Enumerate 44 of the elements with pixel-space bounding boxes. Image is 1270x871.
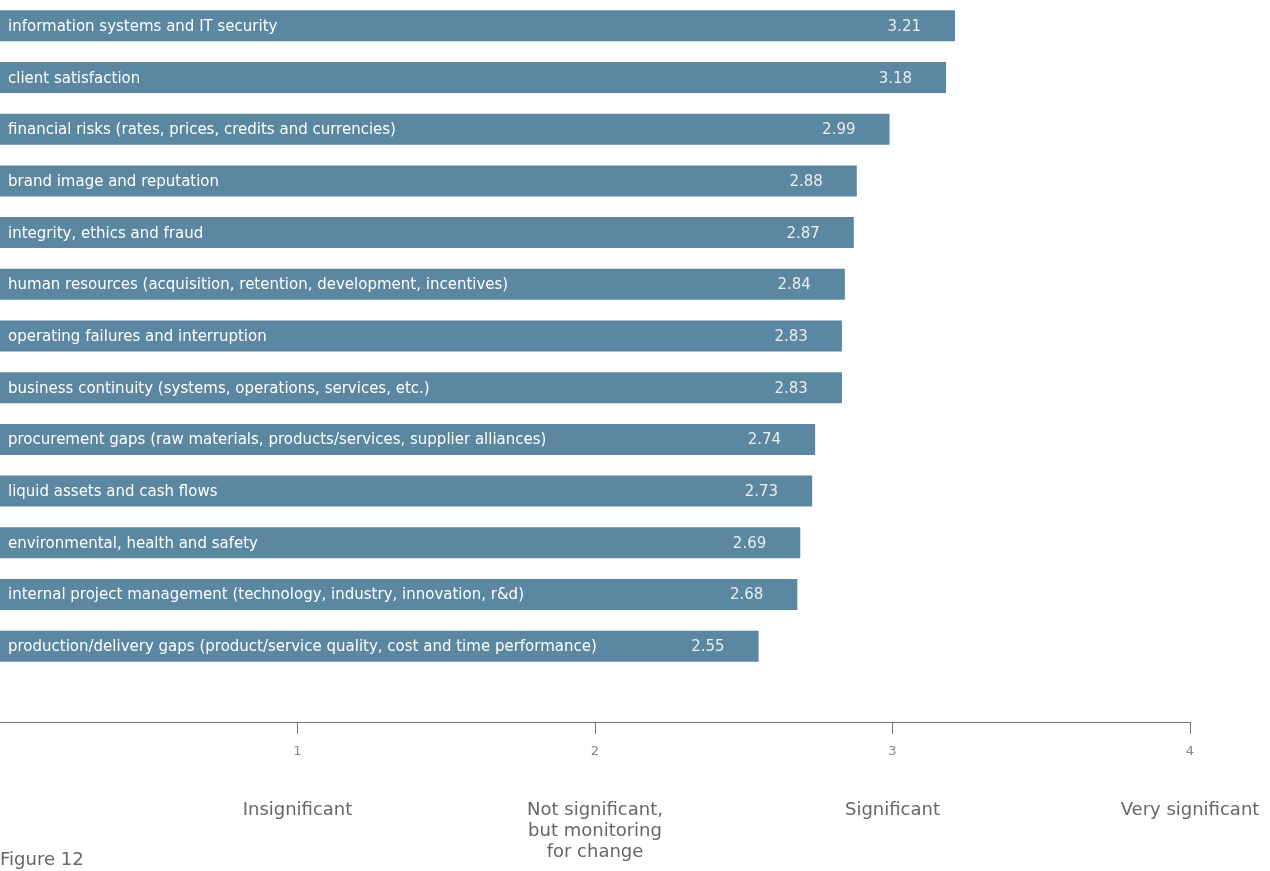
data-label: 2.88: [789, 171, 823, 190]
data-label: 2.74: [747, 430, 782, 449]
data-label: 2.83: [774, 378, 808, 397]
data-label: 2.84: [777, 275, 811, 294]
text: Not significant, but monitoring for change: [527, 798, 663, 861]
x-tick-label: 1: [293, 743, 302, 758]
data-label: 3.18: [878, 68, 913, 87]
y-tick-label: integrity, ethics and fraud: [8, 223, 204, 242]
bar: [0, 10, 955, 42]
y-tick-label: procurement gaps (raw materials, products/services, supplier alliances): [8, 430, 547, 449]
y-tick-label: business continuity (systems, operations, services, etc.): [8, 378, 430, 397]
y-tick-label: production/delivery gaps (product/service quality, cost and time performance): [8, 637, 597, 656]
bar: [0, 113, 890, 145]
x-tick-label: 4: [1185, 743, 1195, 758]
y-tick-label: financial risks (rates, prices, credits and currencies): [8, 120, 396, 139]
data-label: 2.99: [822, 120, 856, 139]
bar: [0, 165, 857, 197]
data-label: 2.87: [786, 223, 820, 242]
bar: [0, 320, 842, 352]
text: Insignificant: [242, 798, 353, 819]
y-tick-label: operating failures and interruption: [8, 327, 267, 345]
x-tick-label: 3: [888, 743, 897, 758]
data-label: 3.21: [887, 16, 921, 35]
y-tick-label: client satisfaction: [8, 68, 141, 87]
text: Very significant: [1120, 798, 1260, 819]
data-label: 2.55: [691, 637, 725, 656]
y-tick-label: information systems and IT security: [8, 16, 278, 35]
bar: [0, 217, 854, 249]
caption: Figure 12: [0, 847, 84, 869]
y-tick-label: brand image and reputation: [8, 171, 220, 190]
bar: [0, 527, 801, 559]
y-tick-label: liquid assets and cash flows: [8, 482, 218, 501]
data-label: 2.69: [732, 533, 767, 552]
y-tick-label: environmental, health and safety: [8, 533, 259, 552]
data-label: 2.73: [744, 482, 779, 501]
bar: [0, 475, 813, 507]
bar: [0, 372, 842, 404]
y-tick-label: internal project management (technology, industry, innovation, r&d): [8, 585, 524, 604]
x-tick-label: 2: [590, 743, 600, 758]
data-label: 2.68: [729, 585, 764, 604]
text: Significant: [845, 798, 940, 819]
bar: [0, 62, 947, 94]
data-label: 2.83: [774, 327, 808, 345]
y-tick-label: human resources (acquisition, retention, development, incentives): [8, 275, 509, 294]
